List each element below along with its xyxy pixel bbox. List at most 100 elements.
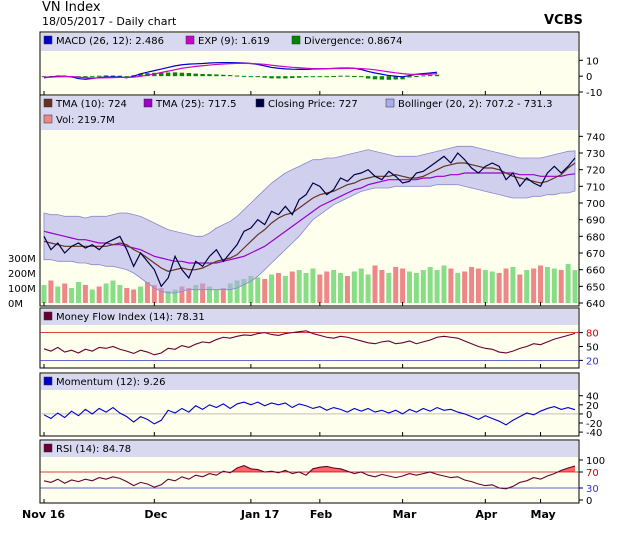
volume-bar [289, 271, 295, 303]
volume-bar [365, 274, 371, 303]
divergence-bar [241, 75, 247, 77]
divergence-bar [372, 76, 378, 80]
volume-bar [372, 265, 378, 303]
y-tick-label: 100 [586, 456, 605, 467]
divergence-bar [434, 74, 440, 77]
volume-bar [531, 268, 537, 303]
divergence-bar [379, 76, 385, 80]
panel-macd-legend-band [41, 33, 578, 51]
closing-price-line [43, 152, 576, 288]
brand-label: VCBS [544, 13, 583, 28]
divergence-bar [103, 75, 109, 77]
volume-bar [41, 285, 47, 303]
volume-bar [69, 288, 75, 303]
legend-swatch [43, 114, 53, 124]
volume-bar [117, 285, 123, 303]
legend-label: Vol: 219.7M [56, 115, 115, 126]
divergence-bar [262, 76, 267, 78]
legend-label: TMA (25): 717.5 [155, 99, 236, 110]
legend-label: Money Flow Index (14): 78.31 [56, 312, 205, 323]
divergence-bar [400, 76, 405, 80]
volume-bar [89, 289, 95, 303]
y-tick-label: -40 [586, 428, 602, 439]
volume-bar [282, 276, 288, 303]
divergence-bar [283, 76, 288, 79]
y-tick-label: 650 [586, 282, 605, 293]
divergence-bar [172, 72, 178, 77]
legend-label: Momentum (12): 9.26 [56, 377, 166, 388]
volume-bar [75, 282, 81, 303]
legend-swatch [43, 443, 53, 453]
volume-bar [158, 288, 164, 303]
y-tick-label: -20 [586, 419, 602, 430]
legend-label: TMA (10): 724 [55, 99, 127, 110]
volume-bar [151, 285, 157, 303]
volume-bar [351, 271, 357, 303]
bollinger-band [43, 145, 576, 294]
money-flow-index-line [43, 330, 576, 356]
volume-bar [448, 268, 454, 303]
volume-bar [434, 270, 440, 303]
volume-bar [110, 280, 116, 303]
volume-bar [379, 270, 385, 303]
volume-bar [234, 280, 240, 303]
volume-bar [213, 289, 219, 303]
volume-bar [406, 271, 412, 303]
y-tick-label: 10 [586, 56, 599, 67]
volume-bar [48, 280, 54, 303]
divergence-bar [345, 75, 350, 77]
volume-bar [393, 267, 399, 303]
volume-bar [538, 265, 544, 303]
y-tick-label: 670 [586, 249, 605, 260]
y-tick-label: 730 [586, 149, 605, 160]
volume-bar [565, 264, 571, 303]
divergence-bar [159, 72, 164, 77]
legend-swatch [255, 98, 265, 108]
legend-label: Closing Price: 727 [268, 99, 358, 110]
volume-bar [551, 268, 557, 303]
volume-bar [317, 274, 323, 303]
x-axis-label: Apr [475, 508, 497, 521]
divergence-bar [338, 75, 343, 77]
volume-bar [103, 283, 109, 303]
y-tick-label: 50 [586, 343, 599, 354]
volume-bar [262, 279, 268, 303]
volume-bar [227, 283, 233, 303]
volume-bar [358, 268, 364, 303]
volume-bar [420, 270, 426, 303]
divergence-bar [248, 76, 254, 78]
y-tick-label: 0 [586, 496, 592, 507]
y-tick-label: 80 [586, 329, 599, 340]
volume-bar [482, 270, 488, 303]
volume-bar [469, 267, 475, 303]
y-tick-label: 70 [586, 468, 599, 479]
volume-tick-label: 300M [8, 254, 36, 265]
divergence-bar [427, 75, 433, 77]
volume-bar [331, 270, 337, 303]
volume-bar [179, 286, 185, 303]
x-axis-label: Feb [310, 508, 333, 521]
volume-bar [207, 286, 213, 303]
volume-bar [558, 270, 564, 303]
volume-bar [496, 273, 502, 303]
y-tick-label: 40 [586, 392, 599, 403]
divergence-bar [124, 76, 129, 78]
divergence-bar [359, 76, 364, 78]
volume-bar [517, 274, 523, 303]
divergence-bar [117, 75, 123, 77]
legend-swatch [385, 98, 395, 108]
volume-bar [400, 268, 406, 303]
chart-title: VN Index [42, 0, 101, 15]
volume-bar [248, 276, 254, 303]
volume-bar [510, 267, 516, 303]
volume-bar [344, 276, 350, 303]
divergence-bar [365, 76, 371, 79]
volume-tick-label: 100M [8, 284, 36, 295]
legend-swatch [43, 376, 53, 386]
divergence-bar [227, 75, 233, 77]
volume-bar [55, 286, 61, 303]
x-axis-label: Jan 17 [240, 508, 279, 521]
volume-bar [172, 289, 178, 303]
